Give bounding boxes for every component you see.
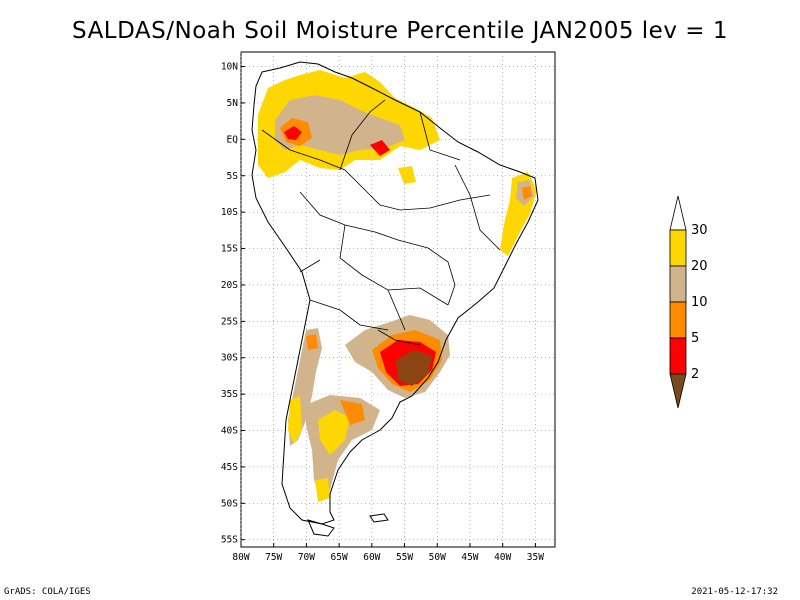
lat-tick-label: 10N	[221, 62, 238, 73]
lat-tick-label: 20S	[221, 280, 238, 291]
colorbar-segment	[669, 337, 687, 375]
south-america-coastline	[251, 61, 539, 525]
lon-tick-label: 40W	[494, 552, 511, 563]
latitude-labels: 10N 5N EQ 5S 10S 15S 20S 25S 30S 35S 40S 45S 50S 55S	[221, 62, 245, 546]
shade-west-strip-yellow	[288, 396, 302, 444]
lat-tick-label: 10S	[221, 207, 238, 218]
lon-tick-label: 55W	[396, 552, 413, 563]
falkland-islands	[369, 513, 389, 523]
footer-timestamp: 2021-05-12-17:32	[691, 587, 778, 597]
colorbar: 2 5 10 20 30	[669, 195, 708, 409]
lon-tick-label: 60W	[363, 552, 380, 563]
colorbar-level-label: 20	[691, 259, 708, 274]
colorbar-segment	[669, 301, 687, 339]
country-borders	[261, 99, 501, 346]
colorbar-segment	[669, 229, 687, 267]
colorbar-bottom-triangle	[669, 373, 687, 409]
lon-tick-label: 75W	[265, 552, 282, 563]
lat-tick-label: 45S	[221, 462, 238, 473]
lat-tick-label: 15S	[221, 244, 238, 255]
shade-north-red	[284, 126, 302, 140]
shade-yellow-5s	[398, 166, 416, 184]
lon-tick-label: 80W	[232, 552, 249, 563]
lat-tick-label: EQ	[227, 134, 239, 145]
shade-south-brown	[396, 350, 432, 386]
colorbar-top-triangle	[669, 195, 687, 231]
colorbar-level-label: 2	[691, 367, 699, 382]
lat-tick-label: 40S	[221, 426, 238, 437]
shaded-regions	[258, 70, 537, 502]
lon-tick-label: 45W	[461, 552, 478, 563]
map-title: SALDAS/Noah Soil Moisture Percentile JAN…	[72, 18, 728, 44]
lon-tick-label: 35W	[527, 552, 544, 563]
lat-tick-label: 30S	[221, 353, 238, 364]
lon-tick-label: 65W	[331, 552, 348, 563]
colorbar-level-label: 30	[691, 223, 708, 238]
colorbar-level-label: 5	[691, 331, 699, 346]
colorbar-segment	[669, 265, 687, 303]
lat-tick-label: 5N	[227, 98, 239, 109]
lat-tick-label: 5S	[227, 171, 239, 182]
shade-ne-coast-orange	[522, 186, 532, 200]
shade-north-red-2	[370, 140, 390, 156]
lon-tick-label: 50W	[429, 552, 446, 563]
colorbar-level-label: 10	[691, 295, 708, 310]
shade-patagonia-yellow	[318, 410, 350, 455]
lat-tick-label: 50S	[221, 498, 238, 509]
lon-tick-label: 70W	[298, 552, 315, 563]
lat-tick-label: 25S	[221, 316, 238, 327]
footer-credit: GrADS: COLA/IGES	[4, 587, 91, 597]
lat-tick-label: 35S	[221, 389, 238, 400]
tierra-del-fuego	[307, 519, 335, 537]
shade-west-strip-orange	[306, 334, 318, 350]
shade-patagonia-yellow-2	[315, 478, 330, 502]
shade-patagonia-orange	[340, 400, 365, 425]
lat-tick-label: 55S	[221, 535, 238, 546]
longitude-labels: 80W 75W 70W 65W 60W 55W 50W 45W 40W 35W	[232, 543, 544, 563]
